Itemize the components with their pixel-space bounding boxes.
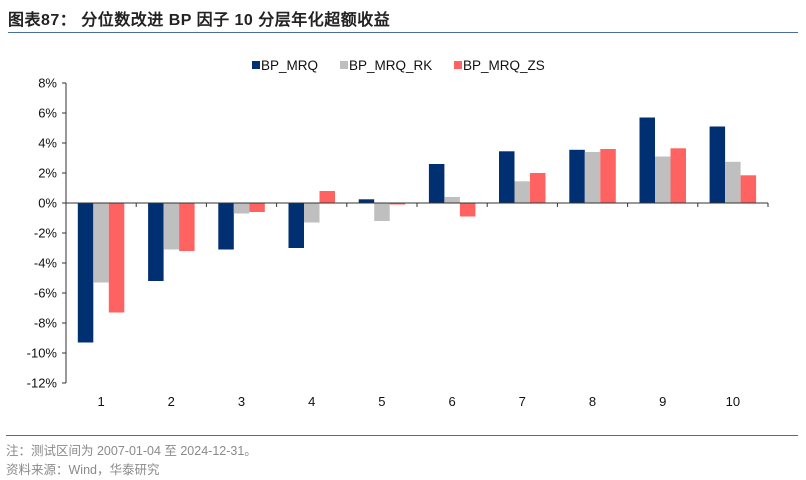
bar-bp-mrq-9 [639, 117, 655, 203]
bar-bp-mrq-zs-1 [108, 203, 125, 313]
legend: BP_MRQ BP_MRQ_RK BP_MRQ_ZS [252, 58, 545, 73]
x-tick-label: 9 [659, 394, 666, 409]
note-text: 注：测试区间为 2007-01-04 至 2024-12-31。 [6, 444, 257, 458]
legend-label: BP_MRQ_RK [349, 58, 432, 73]
x-tick-label: 10 [726, 394, 740, 409]
bar-bp-mrq-rk-3 [233, 203, 250, 214]
legend-swatch [454, 61, 462, 69]
bar-bp-mrq-zs-5 [389, 203, 406, 205]
bars [77, 117, 757, 343]
bar-bp-mrq-zs-4 [319, 191, 335, 203]
title-divider [8, 32, 798, 33]
bar-bp-mrq-zs-3 [249, 203, 265, 212]
y-tick-label: 6% [38, 106, 57, 121]
source-text: 资料来源：Wind，华泰研究 [6, 463, 160, 477]
bar-bp-mrq-rk-7 [514, 181, 530, 204]
bar-bp-mrq-zs-7 [530, 173, 546, 203]
bar-bp-mrq-zs-2 [179, 203, 195, 251]
bar-bp-mrq-zs-10 [740, 175, 757, 204]
x-tick-label: 8 [589, 394, 596, 409]
bar-bp-mrq-1 [77, 203, 94, 343]
y-tick-label: 0% [38, 196, 57, 211]
x-tick-label: 7 [519, 394, 526, 409]
y-tick-label: -12% [27, 376, 58, 391]
bar-bp-mrq-3 [218, 203, 234, 250]
bar-bp-mrq-6 [428, 164, 445, 203]
y-tick-label: -8% [34, 316, 58, 331]
bar-bp-mrq-rk-10 [725, 161, 741, 204]
footer-divider [6, 435, 798, 436]
legend-swatch [340, 61, 348, 69]
y-tick-label: -4% [34, 256, 58, 271]
bar-bp-mrq-zs-6 [459, 203, 476, 217]
bar-bp-mrq-rk-1 [93, 203, 109, 283]
y-tick-label: 8% [38, 76, 57, 91]
x-tick-label: 6 [448, 394, 455, 409]
bar-bp-mrq-2 [148, 203, 164, 281]
y-tick-label: -2% [34, 226, 58, 241]
y-tick-label: 4% [38, 136, 57, 151]
x-tick-label: 5 [378, 394, 385, 409]
bar-bp-mrq-5 [358, 199, 375, 204]
bar-bp-mrq-8 [569, 149, 585, 204]
legend-item-bp-mrq: BP_MRQ [252, 58, 318, 73]
x-tick-label: 2 [168, 394, 175, 409]
axes: 8% 6% 4% 2% 0% -2% -4% -6% -8% -10% -12% 1 2 3 4 5 6 7 8 9 1… [27, 76, 769, 409]
bar-bp-mrq-7 [499, 151, 515, 204]
x-tick-label: 1 [97, 394, 104, 409]
y-tick-label: -10% [27, 346, 58, 361]
legend-swatch [252, 61, 260, 69]
bar-bp-mrq-rk-5 [374, 203, 390, 221]
bar-bp-mrq-4 [288, 203, 304, 248]
y-tick-label: -6% [34, 286, 58, 301]
bar-bp-mrq-zs-8 [600, 149, 616, 203]
bar-bp-mrq-zs-9 [670, 148, 686, 204]
bar-bp-mrq-rk-2 [163, 203, 180, 250]
bar-bp-mrq-rk-6 [444, 197, 460, 203]
bar-bp-mrq-rk-4 [304, 203, 320, 223]
chart-title: 图表87： 分位数改进 BP 因子 10 分层年化超额收益 [8, 12, 391, 29]
legend-label: BP_MRQ [261, 58, 318, 73]
y-tick-label: 2% [38, 166, 57, 181]
x-tick-label: 4 [308, 394, 315, 409]
bar-chart: BP_MRQ BP_MRQ_RK BP_MRQ_ZS 8% 6% 4% 2% 0% -2% -4… [27, 58, 769, 409]
bar-bp-mrq-rk-8 [584, 152, 601, 203]
x-tick-label: 3 [238, 394, 245, 409]
legend-item-bp-mrq-zs: BP_MRQ_ZS [454, 58, 545, 73]
bar-bp-mrq-10 [709, 126, 726, 203]
legend-label: BP_MRQ_ZS [463, 58, 545, 73]
bar-bp-mrq-rk-9 [655, 156, 671, 203]
legend-item-bp-mrq-rk: BP_MRQ_RK [340, 58, 432, 73]
